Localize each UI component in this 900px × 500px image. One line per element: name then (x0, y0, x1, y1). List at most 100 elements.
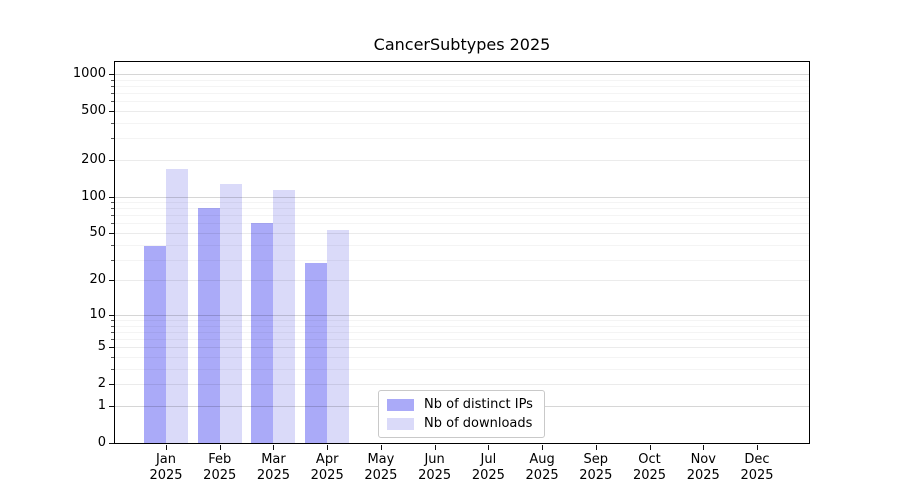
legend-item-downloads: Nb of downloads (387, 416, 536, 431)
x-tick-label-jun: Jun 2025 (418, 452, 452, 483)
x-tick-aug (542, 445, 544, 450)
x-tick-label-may: May 2025 (364, 452, 398, 483)
gridline-1000 (114, 74, 810, 75)
x-tick-label-oct: Oct 2025 (632, 452, 667, 483)
y-minor-tick-7 (111, 331, 114, 333)
gridline-minor-70 (114, 215, 810, 216)
y-minor-tick-700 (111, 93, 114, 95)
gridline-minor-700 (114, 93, 810, 94)
y-minor-tick-9 (111, 320, 114, 322)
gridline-minor-60 (114, 223, 810, 224)
x-tick-label-aug: Aug 2025 (525, 452, 559, 483)
y-minor-tick-30 (111, 259, 114, 261)
y-tick-0 (109, 443, 114, 444)
gridline-500 (114, 111, 810, 112)
bar-downloads-apr (327, 229, 350, 444)
x-tick-label-sep: Sep 2025 (579, 452, 613, 483)
bar-downloads-mar (273, 189, 296, 444)
y-minor-tick-900 (111, 79, 114, 81)
legend-swatch-downloads (387, 417, 414, 430)
y-minor-tick-6 (111, 339, 114, 341)
x-tick-label-apr: Apr 2025 (310, 452, 344, 483)
gridline-5 (114, 347, 810, 348)
x-tick-nov (703, 445, 705, 450)
y-tick-2 (109, 384, 114, 386)
gridline-minor-8 (114, 326, 810, 327)
gridline-50 (114, 233, 810, 234)
x-tick-sep (595, 445, 597, 450)
y-tick-5 (109, 347, 114, 349)
y-tick-label-2: 2 (97, 376, 106, 392)
legend-label-downloads: Nb of downloads (424, 416, 533, 431)
legend-swatch-distinct-ips (387, 398, 414, 411)
gridline-minor-800 (114, 86, 810, 87)
gridline-20 (114, 280, 810, 281)
y-tick-label-5: 5 (97, 339, 106, 355)
y-tick-label-1000: 1000 (72, 66, 106, 81)
y-minor-tick-60 (111, 223, 114, 225)
legend-label-distinct-ips: Nb of distinct IPs (424, 397, 533, 412)
gridline-10 (114, 315, 810, 316)
bar-downloads-feb (219, 184, 242, 444)
bar-downloads-jan (166, 169, 188, 444)
gridline-200 (114, 160, 810, 161)
x-tick-dec (757, 445, 758, 450)
x-tick-label-nov: Nov 2025 (686, 452, 720, 483)
x-tick-may (380, 445, 382, 450)
x-tick-label-feb: Feb 2025 (203, 452, 237, 483)
y-tick-label-1: 1 (97, 397, 106, 413)
gridline-minor-40 (114, 245, 810, 246)
y-tick-1000 (109, 74, 114, 75)
x-tick-jun (434, 445, 436, 450)
x-tick-jul (488, 445, 490, 450)
y-tick-label-20: 20 (89, 272, 106, 288)
y-minor-tick-80 (111, 208, 114, 210)
x-tick-oct (649, 445, 651, 450)
legend-item-distinct-ips: Nb of distinct IPs (387, 397, 536, 412)
legend: Nb of distinct IPs Nb of downloads (378, 390, 545, 438)
y-minor-tick-800 (111, 85, 114, 87)
x-tick-mar (273, 445, 275, 450)
chart-title: CancerSubtypes 2025 (373, 35, 551, 54)
gridline-2 (114, 384, 810, 385)
x-tick-jan (166, 445, 167, 450)
y-minor-tick-40 (111, 244, 114, 246)
y-tick-label-100: 100 (81, 188, 106, 204)
gridline-minor-30 (114, 260, 810, 261)
y-tick-label-200: 200 (81, 151, 106, 167)
y-tick-500 (109, 110, 114, 112)
x-tick-apr (327, 445, 329, 450)
gridline-minor-3 (114, 369, 810, 370)
bar-distinct-ips-mar (251, 222, 274, 444)
x-tick-label-jan: Jan 2025 (149, 452, 183, 483)
gridline-minor-600 (114, 101, 810, 102)
y-minor-tick-8 (111, 325, 114, 327)
gridline-minor-4 (114, 357, 810, 358)
gridline-minor-400 (114, 123, 810, 124)
x-tick-label-mar: Mar 2025 (256, 452, 290, 483)
y-minor-tick-600 (111, 101, 114, 103)
gridline-minor-7 (114, 332, 810, 333)
gridline-minor-300 (114, 138, 810, 139)
y-minor-tick-400 (111, 122, 114, 124)
y-tick-10 (109, 314, 114, 316)
x-tick-label-dec: Dec 2025 (740, 452, 774, 483)
y-minor-tick-3 (111, 368, 114, 370)
y-tick-1 (109, 405, 114, 407)
gridline-minor-900 (114, 80, 810, 81)
gridline-minor-80 (114, 208, 810, 209)
y-minor-tick-70 (111, 215, 114, 217)
gridline-100 (114, 197, 810, 198)
y-tick-50 (109, 232, 114, 234)
y-minor-tick-90 (111, 202, 114, 204)
bar-distinct-ips-jan (144, 245, 166, 444)
gridline-minor-6 (114, 339, 810, 340)
y-tick-label-0: 0 (97, 435, 106, 450)
bar-distinct-ips-feb (197, 207, 220, 444)
gridline-minor-9 (114, 320, 810, 321)
y-tick-label-500: 500 (81, 102, 106, 118)
y-tick-20 (109, 280, 114, 282)
bar-distinct-ips-apr (305, 263, 328, 444)
y-minor-tick-4 (111, 357, 114, 359)
